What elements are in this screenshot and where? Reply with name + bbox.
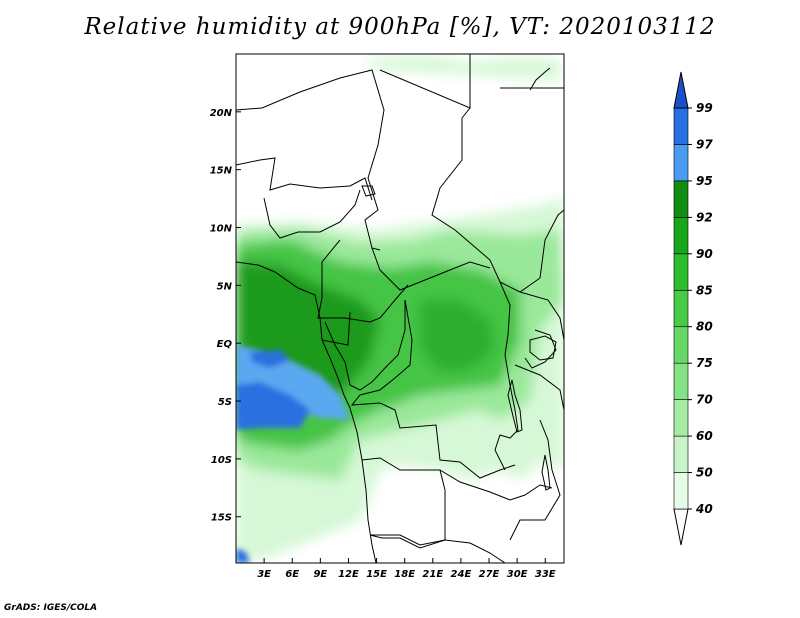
lake-victoria <box>529 335 557 361</box>
lon-tick-label: 18E <box>394 569 415 580</box>
lat-tick-label: 5S <box>218 397 232 408</box>
border-drc <box>350 299 516 479</box>
colorbar-swatch <box>673 326 689 364</box>
latitude-axis: 20N 15N 10N 5N EQ 5S 10S 15S <box>210 108 241 524</box>
colorbar-label: 40 <box>695 502 713 516</box>
lat-tick-label: 10S <box>211 455 232 466</box>
lat-tick-label: 5N <box>217 281 233 292</box>
colorbar-label: 95 <box>696 174 713 188</box>
border-gabon <box>321 311 351 346</box>
lon-tick-label: 24E <box>451 569 472 580</box>
border-car <box>371 247 491 291</box>
lon-tick-label: 27E <box>479 569 500 580</box>
colorbar-label: 90 <box>696 247 713 261</box>
lon-tick-label: 12E <box>338 569 359 580</box>
border-uganda-kenya <box>524 329 557 369</box>
humidity-zone-dark-east <box>420 300 495 372</box>
colorbar-label: 85 <box>696 283 713 297</box>
colorbar-swatch <box>673 144 689 182</box>
colorbar-swatch <box>673 253 689 291</box>
humidity-field <box>236 55 564 563</box>
lon-tick-label: 6E <box>285 569 299 580</box>
red-sea-coast <box>529 67 551 91</box>
colorbar-label: 99 <box>696 101 713 115</box>
colorbar: 40 50 60 70 75 80 85 90 92 95 97 99 <box>673 71 713 546</box>
country-borders <box>236 54 564 563</box>
lon-tick-label: 33E <box>535 569 556 580</box>
map-frame <box>235 53 565 564</box>
humidity-zone-pale-north <box>360 55 560 80</box>
colorbar-swatch <box>673 217 689 255</box>
lat-tick-label: 15S <box>211 513 232 524</box>
lon-tick-label: 30E <box>507 569 528 580</box>
border-nigeria <box>263 189 361 239</box>
colorbar-cap-bottom <box>673 508 689 546</box>
humidity-zone-blue-patch <box>250 350 290 368</box>
border-east-2 <box>519 291 564 341</box>
lake-malawi <box>541 454 551 491</box>
border-sahel <box>236 157 373 201</box>
longitude-axis: 3E 6E 9E 12E 15E 18E 21E 24E 27E 30E 33E <box>257 558 556 580</box>
lon-tick-label: 3E <box>257 569 271 580</box>
lake-chad <box>361 185 376 197</box>
colorbar-swatch <box>673 180 689 218</box>
colorbar-label: 60 <box>696 429 713 443</box>
border-congo <box>324 300 406 391</box>
map-title: Relative humidity at 900hPa [%], VT: 202… <box>84 14 716 40</box>
border-cameroon <box>317 239 409 323</box>
lon-tick-label: 21E <box>422 569 443 580</box>
border-mozambique <box>509 419 561 541</box>
colorbar-swatch <box>673 472 689 510</box>
colorbar-label: 80 <box>696 320 713 334</box>
colorbar-label: 97 <box>696 137 713 151</box>
border-zambia <box>439 469 553 501</box>
colorbar-label: 92 <box>696 210 713 224</box>
lat-tick-label: 15N <box>210 166 233 177</box>
colorbar-swatch <box>673 107 689 145</box>
humidity-zone-ocean-blue <box>236 382 310 430</box>
colorbar-swatch <box>673 435 689 473</box>
lon-tick-label: 15E <box>366 569 387 580</box>
colorbar-cap-top <box>673 71 689 109</box>
lat-tick-label: EQ <box>217 339 233 350</box>
humidity-zone-southwest-corner <box>236 548 250 563</box>
border-north-3 <box>431 107 564 293</box>
border-south-1 <box>369 534 506 563</box>
colorbar-label: 75 <box>696 356 713 370</box>
colorbar-swatch <box>673 362 689 400</box>
colorbar-swatch <box>673 399 689 437</box>
lake-tanganyika <box>507 379 523 433</box>
credit-label: GrADS: IGES/COLA <box>4 603 98 613</box>
colorbar-swatch <box>673 289 689 328</box>
colorbar-label: 50 <box>696 466 713 480</box>
border-angola <box>361 457 446 546</box>
lat-tick-label: 10N <box>210 224 233 235</box>
lon-tick-label: 9E <box>313 569 327 580</box>
coastline-west-africa <box>236 261 377 563</box>
border-east-1 <box>494 281 519 471</box>
border-tanzania <box>514 364 564 411</box>
colorbar-label: 70 <box>696 393 713 407</box>
map-area <box>236 54 564 563</box>
border-north-1 <box>236 69 385 251</box>
lat-tick-label: 20N <box>210 108 233 119</box>
